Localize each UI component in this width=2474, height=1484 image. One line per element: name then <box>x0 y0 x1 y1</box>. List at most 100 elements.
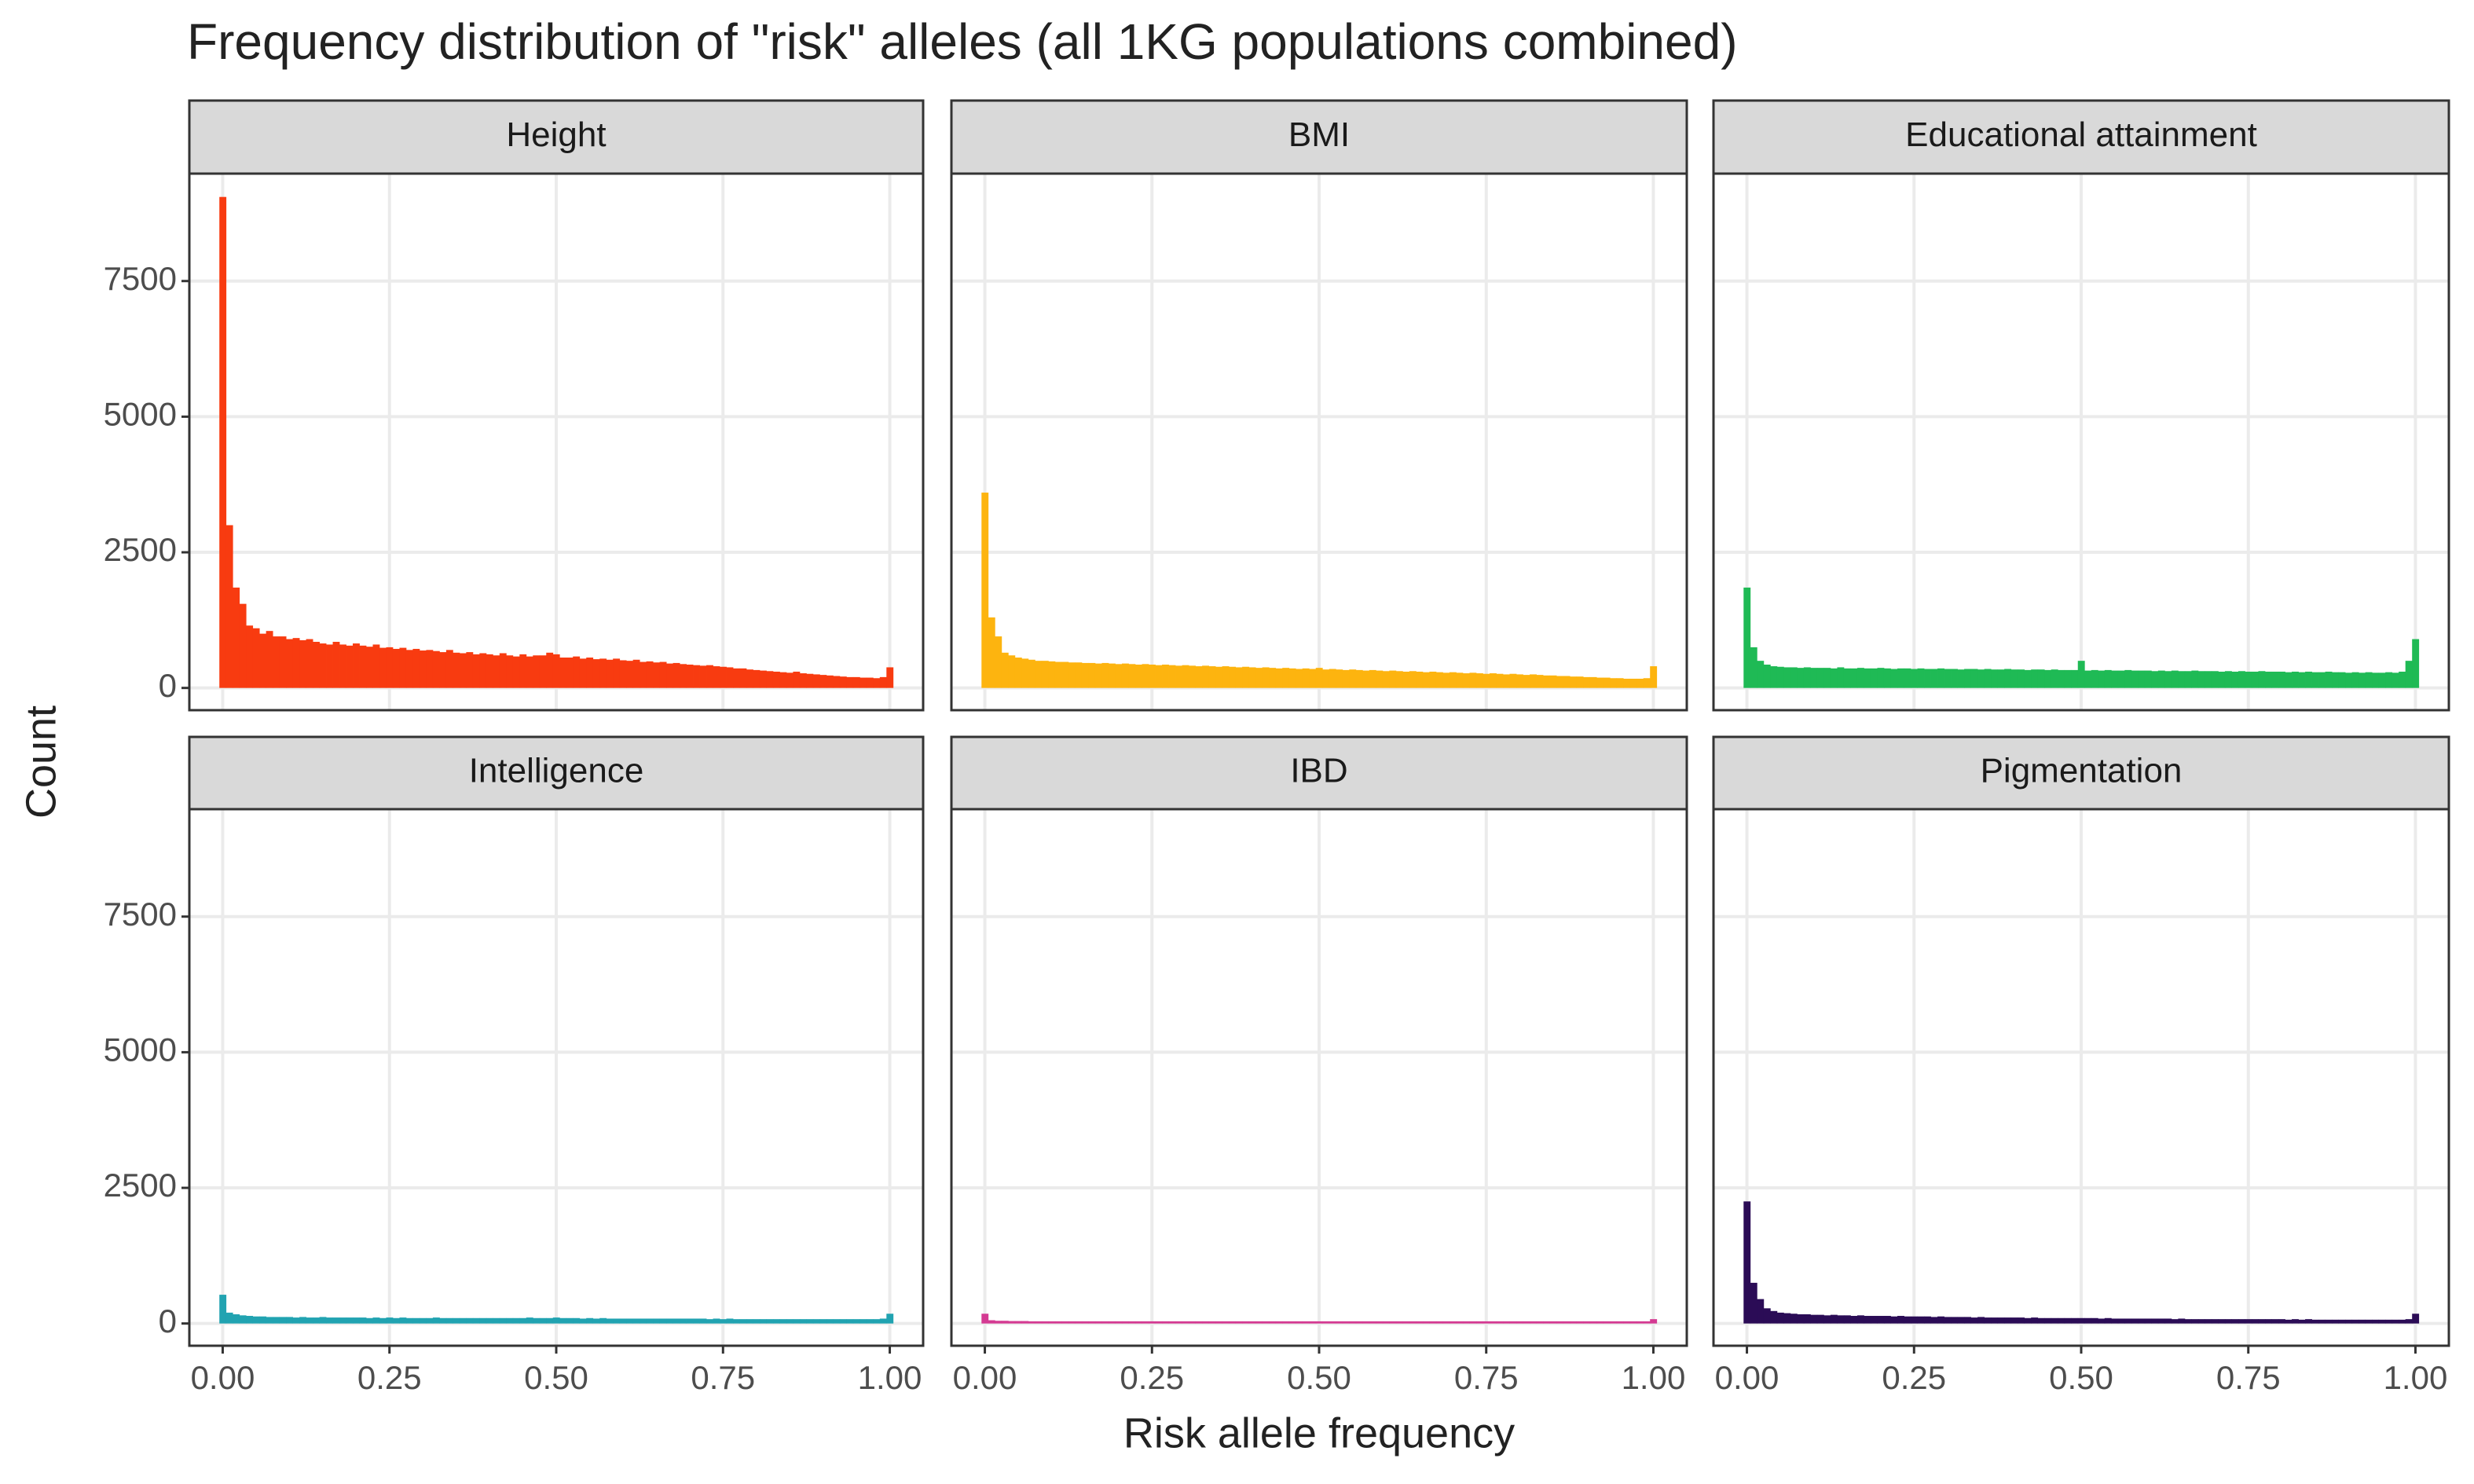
histogram-bar <box>1951 1317 1958 1324</box>
histogram-bar <box>2084 1317 2092 1324</box>
histogram-bar <box>2064 669 2072 688</box>
histogram-bar <box>2191 1319 2199 1324</box>
histogram-bar <box>1596 677 1604 688</box>
histogram-bar <box>225 1312 233 1324</box>
x-tick-label: 0.25 <box>1120 1359 1184 1396</box>
histogram-bar <box>346 645 354 688</box>
histogram-bar <box>1336 1321 1343 1324</box>
histogram-bar <box>1596 1321 1604 1324</box>
histogram-bar <box>640 1318 647 1324</box>
histogram-bar <box>1803 667 1811 688</box>
strip-label: BMI <box>1288 115 1350 154</box>
histogram-bar <box>1970 669 1978 688</box>
histogram-bar <box>533 655 541 688</box>
histogram-bar <box>1496 673 1504 688</box>
histogram-bar <box>2332 672 2339 688</box>
histogram-bar <box>1843 668 1851 688</box>
histogram-bar <box>673 662 680 688</box>
histogram-bar <box>1342 1321 1350 1324</box>
histogram-bar <box>653 662 661 688</box>
histogram-bar <box>233 587 240 688</box>
histogram-bar <box>559 658 567 688</box>
histogram-bar <box>399 647 407 688</box>
histogram-bar <box>1489 673 1497 688</box>
histogram-bar <box>2285 1319 2293 1324</box>
histogram-bar <box>2224 671 2232 688</box>
histogram-bar <box>273 636 280 688</box>
histogram-bar <box>1957 669 1965 688</box>
histogram-bar <box>693 665 700 688</box>
histogram-bar <box>1094 1321 1102 1324</box>
histogram-bar <box>332 1317 340 1324</box>
histogram-bar <box>1864 668 1871 688</box>
histogram-bar <box>2098 670 2106 688</box>
histogram-bar <box>839 1319 847 1324</box>
histogram-bar <box>1957 1317 1965 1324</box>
histogram-bar <box>2258 671 2266 688</box>
histogram-bar <box>2332 1319 2339 1324</box>
histogram-bar <box>833 676 841 688</box>
histogram-bar <box>1442 672 1450 688</box>
histogram-bar <box>988 1320 995 1324</box>
histogram-bar <box>2151 1318 2159 1324</box>
histogram-bar <box>286 1317 294 1324</box>
histogram-bar <box>1128 1321 1136 1324</box>
y-tick-label: 0 <box>159 1303 177 1339</box>
histogram-bar <box>1810 668 1818 688</box>
y-tick-label: 2500 <box>104 531 177 568</box>
histogram-bar <box>779 672 787 688</box>
histogram-bar <box>2305 671 2312 688</box>
histogram-bar <box>286 639 294 688</box>
histogram-bar <box>519 1317 527 1324</box>
histogram-bar <box>1101 662 1109 688</box>
histogram-bar <box>1763 664 1771 688</box>
histogram-bar <box>326 644 333 688</box>
histogram-bar <box>2044 1317 2052 1324</box>
histogram-bar <box>1235 667 1243 688</box>
histogram-bar <box>1816 668 1824 688</box>
histogram-bar <box>1262 667 1270 688</box>
histogram-bar <box>1075 1321 1083 1324</box>
histogram-bar <box>2238 671 2245 688</box>
histogram-bar <box>1376 1321 1384 1324</box>
histogram-bar <box>486 654 493 688</box>
histogram-bar <box>2305 1319 2312 1324</box>
histogram-bar <box>1275 1321 1283 1324</box>
histogram-bar <box>1041 661 1049 688</box>
histogram-bar <box>2311 1319 2319 1324</box>
histogram-bar <box>1168 1321 1176 1324</box>
histogram-bar <box>2298 672 2306 688</box>
histogram-bar <box>2378 1319 2386 1324</box>
histogram-bar <box>806 1319 814 1324</box>
histogram-bar <box>1937 668 1944 688</box>
histogram-bar <box>412 648 420 688</box>
histogram-bar <box>1570 1321 1577 1324</box>
histogram-bar <box>720 666 727 688</box>
histogram-bar <box>2104 669 2112 688</box>
histogram-bar <box>2372 672 2380 688</box>
y-tick-label: 7500 <box>104 260 177 297</box>
x-tick-label: 1.00 <box>858 1359 922 1396</box>
histogram-bar <box>493 1317 500 1324</box>
histogram-bar <box>299 639 306 688</box>
histogram-bar <box>546 652 554 688</box>
histogram-bar <box>1637 678 1644 688</box>
histogram-bar <box>599 658 607 688</box>
histogram-bar <box>619 660 627 688</box>
histogram-bar <box>793 671 801 688</box>
histogram-bar <box>1462 673 1470 688</box>
histogram-bar <box>445 1317 453 1324</box>
x-tick-label: 0.00 <box>1715 1359 1779 1396</box>
histogram-bar <box>2124 1318 2132 1324</box>
histogram-bar <box>445 650 453 688</box>
histogram-bar <box>1930 1317 1938 1324</box>
histogram-bar <box>299 1317 306 1324</box>
histogram-bar <box>1509 673 1517 688</box>
strip <box>1712 735 2450 811</box>
histogram-bar <box>566 1317 574 1324</box>
histogram-bar <box>766 1319 774 1324</box>
histogram-bar <box>1643 1321 1651 1324</box>
histogram-bar <box>2278 1319 2285 1324</box>
histogram-bar <box>292 1317 300 1324</box>
histogram-bar <box>1483 673 1490 688</box>
